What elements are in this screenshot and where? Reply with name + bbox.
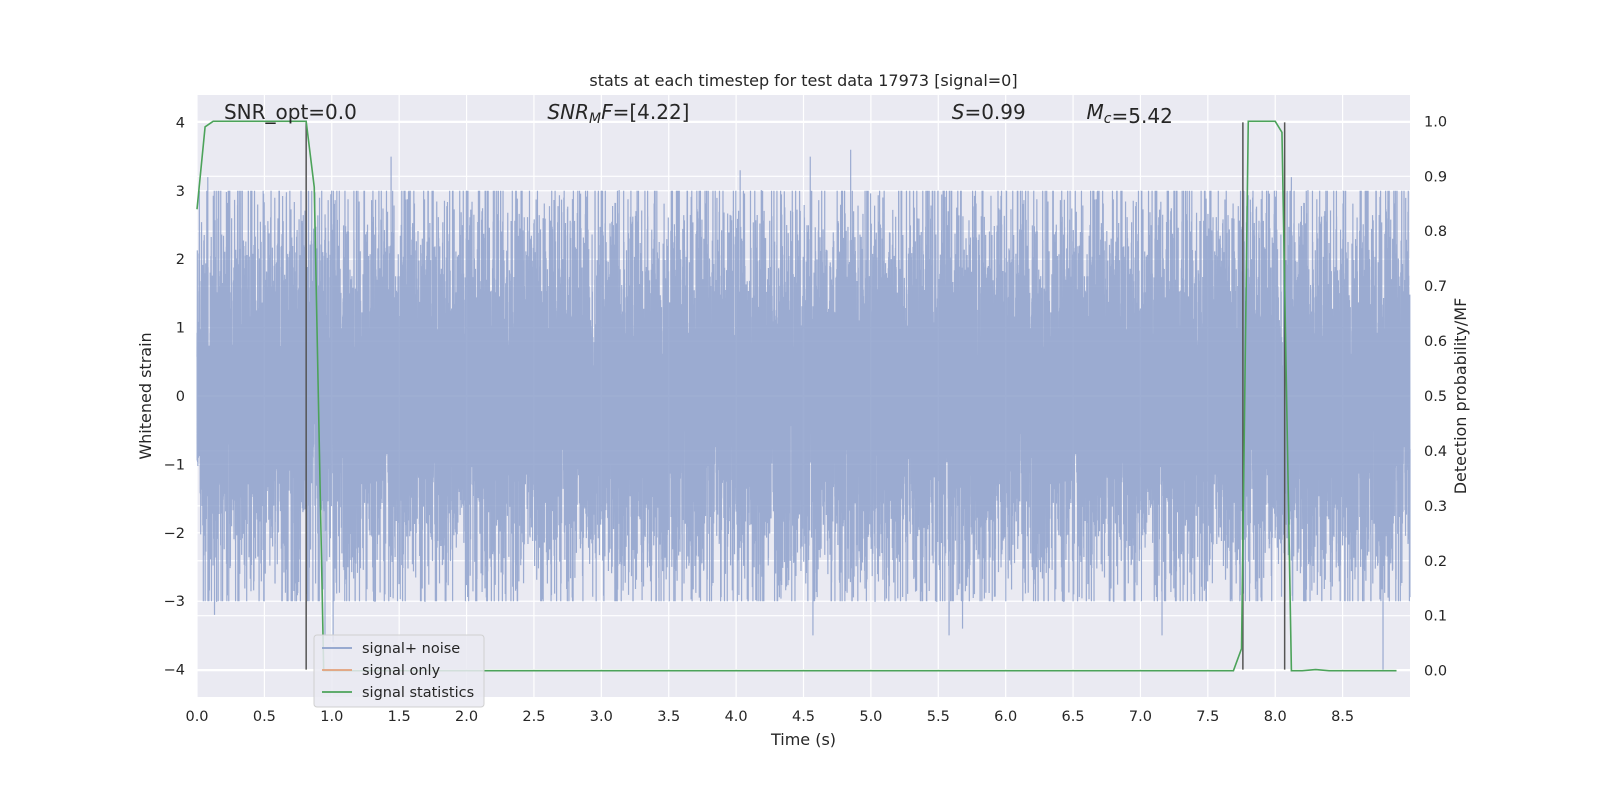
x-tick-label: 1.0 <box>320 709 343 725</box>
y-right-tick-label: 0.8 <box>1424 224 1447 240</box>
annotation: S=0.99 <box>952 100 1026 124</box>
y-tick-label: −1 <box>164 457 185 473</box>
x-tick-label: 6.0 <box>994 709 1017 725</box>
x-tick-label: 8.5 <box>1331 709 1354 725</box>
legend-label: signal+ noise <box>362 641 460 657</box>
y-right-tick-label: 0.3 <box>1424 499 1447 515</box>
x-tick-label: 2.0 <box>455 709 478 725</box>
x-tick-label: 7.0 <box>1129 709 1152 725</box>
x-axis-label: Time (s) <box>770 730 836 749</box>
legend-label: signal only <box>362 663 441 679</box>
y-right-tick-label: 0.2 <box>1424 554 1447 570</box>
y-tick-label: 0 <box>176 389 185 405</box>
y-right-tick-label: 1.0 <box>1424 114 1447 130</box>
y-right-tick-label: 0.9 <box>1424 169 1447 185</box>
y-right-tick-labels: 0.0 0.1 0.2 0.3 0.4 0.5 0.6 0.7 0.8 0.9 1.0 <box>1424 114 1447 679</box>
annotation: SNR_opt=0.0 <box>224 100 357 124</box>
y-right-tick-label: 0.4 <box>1424 444 1447 460</box>
y-tick-label: 1 <box>176 321 185 337</box>
legend-label: signal statistics <box>362 685 474 701</box>
y-right-tick-label: 0.0 <box>1424 664 1447 680</box>
legend: signal+ noise signal only signal statistic… <box>313 634 485 708</box>
annotation: Mc=5.42 <box>1087 100 1173 128</box>
x-tick-label: 3.0 <box>590 709 613 725</box>
x-tick-label: 5.5 <box>927 709 950 725</box>
y-right-tick-label: 0.1 <box>1424 609 1447 625</box>
y-tick-label: −4 <box>164 663 185 679</box>
y-right-tick-label: 0.7 <box>1424 279 1447 295</box>
x-tick-label: 0.5 <box>253 709 276 725</box>
y-tick-label: −2 <box>164 526 185 542</box>
annotations: SNR_opt=0.0 SNRMF=[4.22] S=0.99 Mc=5.42 <box>224 100 1173 128</box>
y-right-tick-label: 0.5 <box>1424 389 1447 405</box>
x-tick-label: 4.5 <box>792 709 815 725</box>
x-tick-label: 5.0 <box>859 709 882 725</box>
chart-title: stats at each timestep for test data 179… <box>589 71 1017 90</box>
x-tick-label: 6.5 <box>1062 709 1085 725</box>
x-tick-label: 3.5 <box>657 709 680 725</box>
signal-statistics-line <box>196 120 1397 672</box>
legend-box <box>313 634 485 708</box>
annotation: SNRMF=[4.22] <box>547 100 689 127</box>
y-tick-label: −3 <box>164 594 185 610</box>
y-tick-label: 3 <box>176 184 185 200</box>
y-right-tick-label: 0.6 <box>1424 334 1447 350</box>
y-tick-label: 2 <box>176 252 185 268</box>
x-tick-label: 0.0 <box>185 709 208 725</box>
y-right-axis-label: Detection probability/MF <box>1451 298 1470 495</box>
x-tick-label: 7.5 <box>1196 709 1219 725</box>
y-axis-label: Whitened strain <box>136 332 155 459</box>
x-tick-label: 4.0 <box>725 709 748 725</box>
y-tick-labels: −4 −3 −2 −1 0 1 2 3 4 <box>164 115 185 678</box>
x-tick-labels: 0.0 0.5 1.0 1.5 2.0 2.5 3.0 3.5 4.0 4.5 5.0 5.5 6.0 6… <box>185 709 1354 725</box>
x-tick-label: 8.0 <box>1264 709 1287 725</box>
y-tick-label: 4 <box>176 115 185 131</box>
noise-series <box>196 149 1411 670</box>
x-tick-label: 1.5 <box>388 709 411 725</box>
x-tick-label: 2.5 <box>522 709 545 725</box>
